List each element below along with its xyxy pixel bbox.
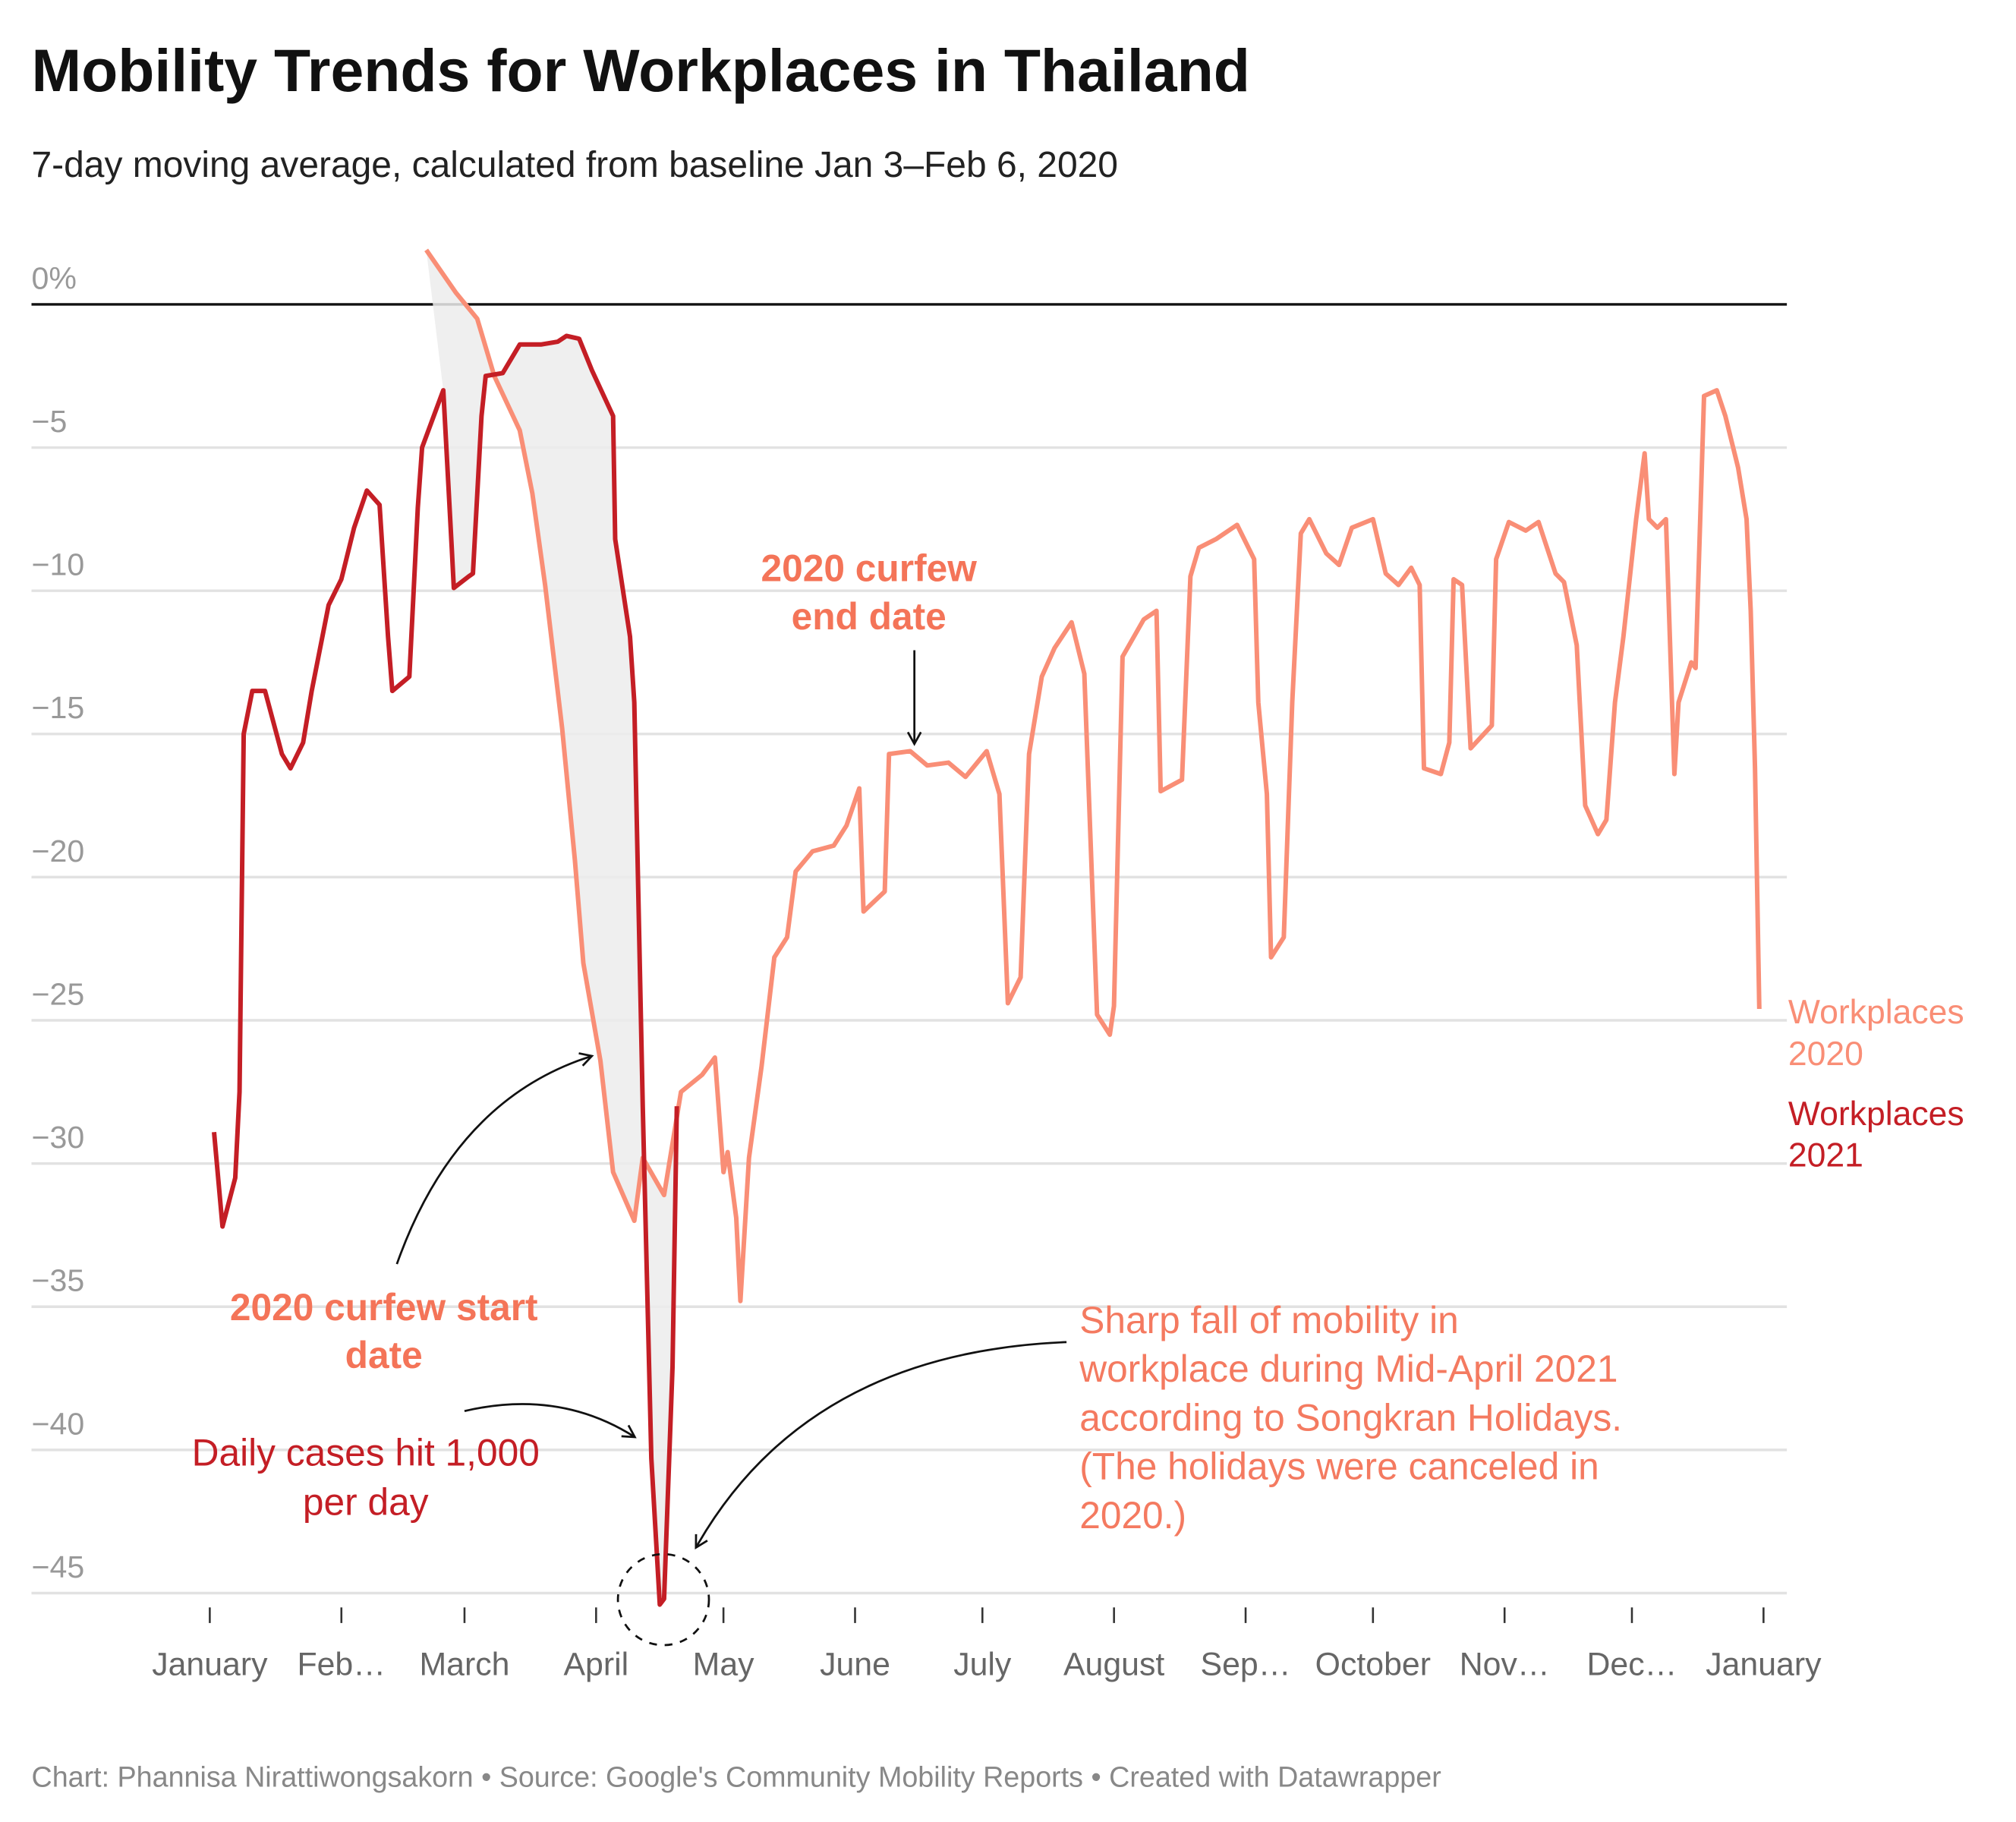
x-tick-label: April xyxy=(564,1646,629,1682)
x-tick-label: July xyxy=(953,1646,1012,1682)
annotation: according to Songkran Holidays. xyxy=(1079,1396,1622,1439)
x-tick-label: June xyxy=(820,1646,890,1682)
legend-label: Workplaces 2021 xyxy=(1788,1093,1964,1174)
legend-label: Workplaces 2020 xyxy=(1788,992,1964,1073)
annotation: 2020.) xyxy=(1079,1494,1186,1537)
annotation: Daily cases hit 1,000 xyxy=(192,1432,540,1474)
y-tick-label: −5 xyxy=(31,404,67,439)
highlight-circle xyxy=(616,1552,710,1647)
x-tick-label: Dec… xyxy=(1587,1646,1677,1682)
chart-title: Mobility Trends for Workplaces in Thaila… xyxy=(31,37,1249,104)
chart-source: Chart: Phannisa Nirattiwongsakorn • Sour… xyxy=(31,1761,1441,1793)
chart-subtitle: 7-day moving average, calculated from ba… xyxy=(31,145,1117,185)
annotation: 2020 curfew start xyxy=(230,1286,538,1329)
line xyxy=(212,333,679,1607)
x-tick-label: January xyxy=(1706,1646,1822,1682)
annotation: Sharp fall of mobility in xyxy=(1079,1299,1459,1341)
x-tick-label: January xyxy=(152,1646,268,1682)
x-tick-label: Sep… xyxy=(1201,1646,1291,1682)
arrow xyxy=(464,1403,637,1439)
arrow xyxy=(395,1052,594,1265)
x-tick-label: August xyxy=(1063,1646,1164,1682)
legend-entry: Workplaces 2020 xyxy=(1788,992,1964,1073)
y-tick-label: −10 xyxy=(31,547,84,582)
y-tick-label: −45 xyxy=(31,1549,84,1584)
y-tick-label: −40 xyxy=(31,1406,84,1441)
annotation: (The holidays were canceled in xyxy=(1079,1445,1599,1488)
y-tick-label: −20 xyxy=(31,834,84,868)
area-layer xyxy=(426,250,677,1605)
annotation: end date xyxy=(792,595,947,638)
legend-entry: Workplaces 2021 xyxy=(1788,1093,1964,1174)
annotation: workplace during Mid-April 2021 xyxy=(1079,1348,1618,1390)
arrow xyxy=(695,1341,1067,1549)
x-tick-label: Nov… xyxy=(1460,1646,1550,1682)
x-tick-label: Feb… xyxy=(297,1646,386,1682)
line xyxy=(424,248,1762,1303)
difference-area xyxy=(426,250,677,1605)
y-tick-label: −30 xyxy=(31,1120,84,1155)
y-tick-label: 0% xyxy=(31,260,76,295)
x-tick-label: October xyxy=(1315,1646,1431,1682)
y-tick-label: −15 xyxy=(31,690,84,725)
y-tick-label: −35 xyxy=(31,1263,84,1298)
annotation: 2020 curfew xyxy=(761,547,978,590)
x-tick-label: March xyxy=(419,1646,509,1682)
x-tick-label: May xyxy=(693,1646,754,1682)
annotation-layer: 2020 curfew end date 2020 curfew start date… xyxy=(192,547,1622,1647)
annotation: per day xyxy=(303,1481,429,1524)
annotation: date xyxy=(345,1334,423,1376)
line-layer xyxy=(212,248,1762,1607)
y-tick-label: −25 xyxy=(31,976,84,1011)
